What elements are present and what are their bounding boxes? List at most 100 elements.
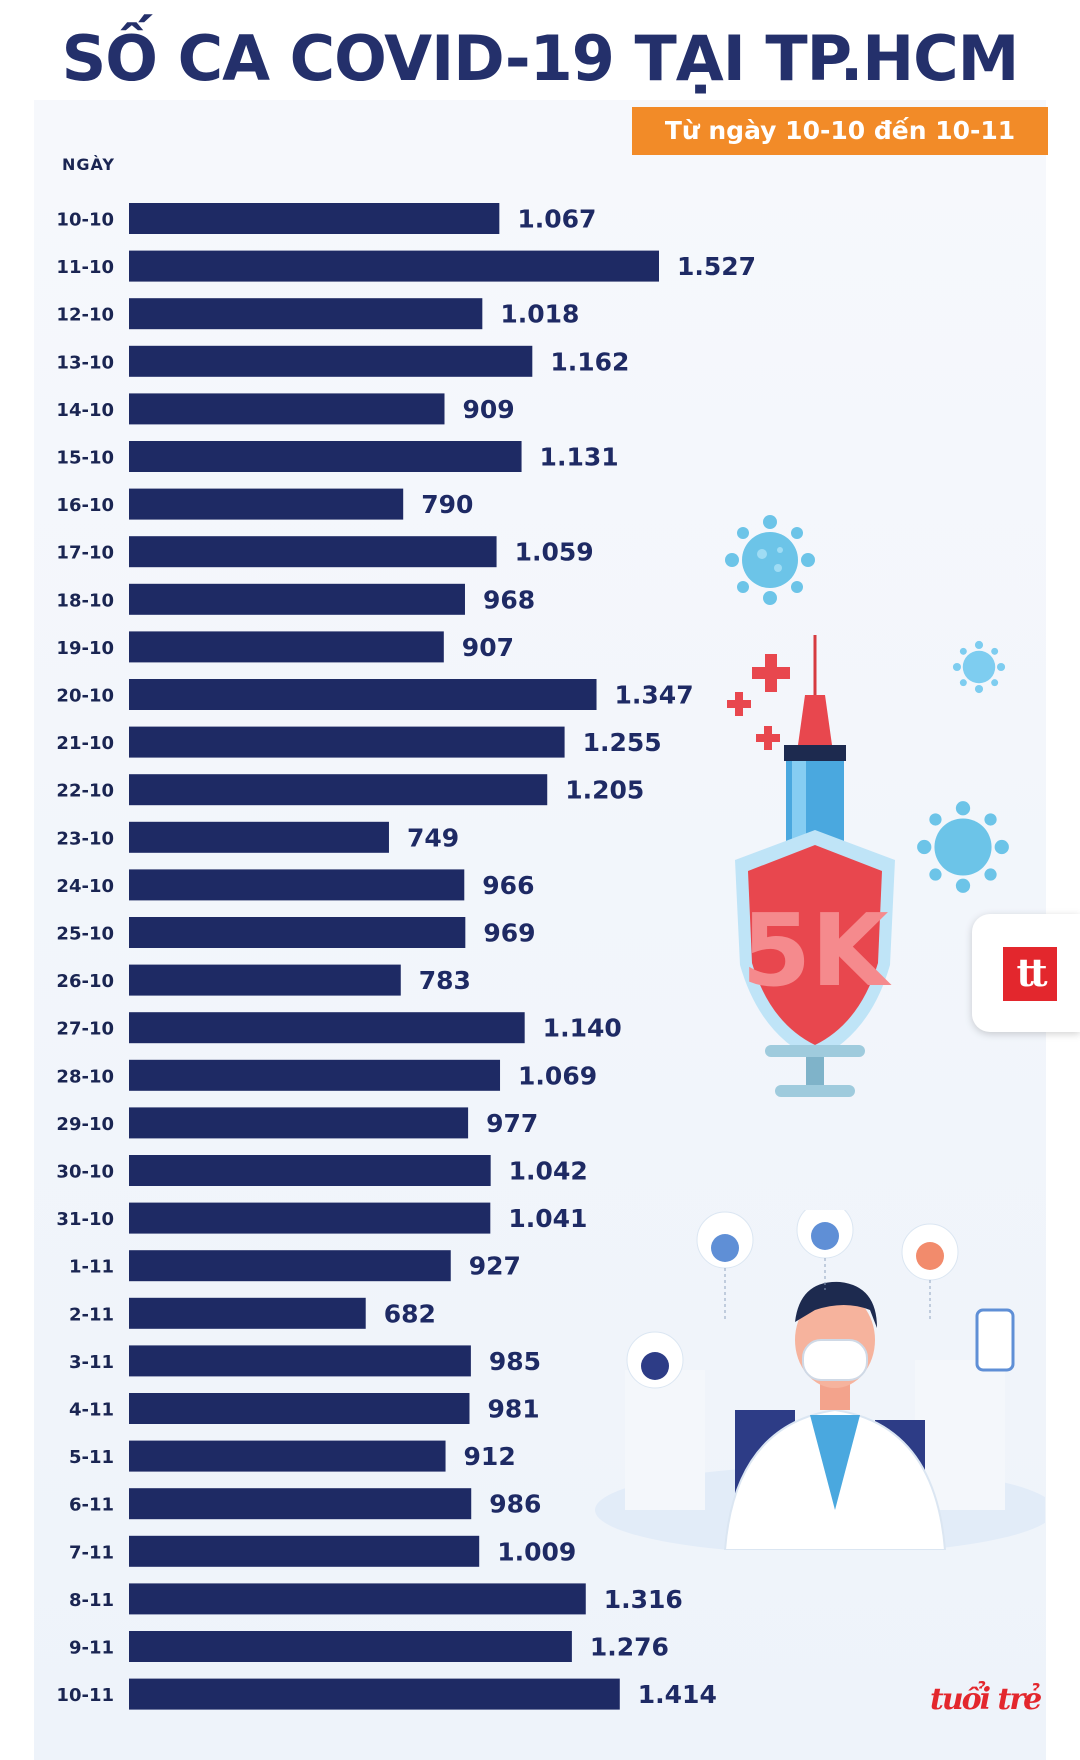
bar <box>129 1107 469 1139</box>
bar <box>129 1583 586 1615</box>
category-label: 18-10 <box>56 590 114 611</box>
shield-5k-text: 5K <box>741 892 892 1009</box>
value-label: 1.140 <box>543 1014 622 1043</box>
value-label: 1.316 <box>604 1585 683 1614</box>
bar <box>129 964 401 996</box>
bar <box>129 536 497 568</box>
category-label: 27-10 <box>56 1019 114 1040</box>
bar <box>129 298 483 330</box>
category-label: 16-10 <box>56 495 114 516</box>
category-label: 13-10 <box>56 352 114 373</box>
category-label: 19-10 <box>56 638 114 659</box>
value-label: 968 <box>483 585 535 614</box>
category-label: 14-10 <box>56 400 114 421</box>
tt-logo-badge[interactable]: tt <box>972 914 1080 1032</box>
bar <box>129 1202 491 1234</box>
category-label: 23-10 <box>56 828 114 849</box>
value-label: 907 <box>462 633 514 662</box>
value-label: 927 <box>469 1252 521 1281</box>
category-label: 9-11 <box>69 1638 114 1659</box>
bar <box>129 250 659 282</box>
category-label: 4-11 <box>69 1400 114 1421</box>
medical-cross-icons <box>727 654 790 750</box>
bar <box>129 917 466 948</box>
bar <box>129 1297 366 1329</box>
bar <box>129 1012 525 1044</box>
bar <box>129 203 500 234</box>
syringe-shield-icon: 5K <box>735 635 895 1097</box>
bar <box>129 1488 472 1520</box>
value-label: 682 <box>384 1299 436 1328</box>
value-label: 1.205 <box>565 776 644 805</box>
date-range-badge: Từ ngày 10-10 đến 10-11 <box>632 107 1048 155</box>
tt-logo: tt <box>1003 947 1057 1001</box>
category-label: 24-10 <box>56 876 114 897</box>
value-label: 966 <box>482 871 534 900</box>
category-label: 31-10 <box>56 1209 114 1230</box>
value-label: 985 <box>489 1347 541 1376</box>
category-label: 5-11 <box>69 1447 114 1468</box>
category-label: 30-10 <box>56 1162 114 1183</box>
category-label: 28-10 <box>56 1066 114 1087</box>
value-label: 986 <box>489 1490 541 1519</box>
bar <box>129 488 404 520</box>
bar <box>129 1393 470 1424</box>
value-label: 1.162 <box>550 347 629 376</box>
bar <box>129 1155 491 1186</box>
bar <box>129 1535 480 1567</box>
category-label: 15-10 <box>56 448 114 469</box>
category-label: 8-11 <box>69 1590 114 1611</box>
category-label: 21-10 <box>56 733 114 754</box>
value-label: 1.009 <box>497 1537 576 1566</box>
bar <box>129 1631 572 1662</box>
bar <box>129 1345 471 1377</box>
value-label: 1.414 <box>638 1680 717 1709</box>
category-label: 26-10 <box>56 971 114 992</box>
bar <box>129 583 465 615</box>
category-label: 20-10 <box>56 686 114 707</box>
bar <box>129 774 548 806</box>
virus-icon-right <box>917 801 1009 893</box>
value-label: 1.059 <box>515 538 594 567</box>
category-label: 3-11 <box>69 1352 114 1373</box>
category-label: 25-10 <box>56 924 114 945</box>
category-label: 12-10 <box>56 305 114 326</box>
page-title: SỐ CA COVID-19 TẠI TP.HCM <box>61 22 1020 95</box>
value-label: 783 <box>419 966 471 995</box>
bar <box>129 821 389 853</box>
category-label: 10-10 <box>56 210 114 231</box>
category-label: 2-11 <box>69 1304 114 1325</box>
category-label: 11-10 <box>56 257 114 278</box>
category-label: 22-10 <box>56 781 114 802</box>
value-label: 977 <box>486 1109 538 1138</box>
value-label: 1.067 <box>517 205 596 234</box>
bar <box>129 631 444 663</box>
bar <box>129 1678 620 1710</box>
value-label: 1.131 <box>540 443 619 472</box>
value-label: 1.527 <box>677 252 756 281</box>
virus-icon <box>725 515 815 605</box>
category-label: 29-10 <box>56 1114 114 1135</box>
bar <box>129 1059 501 1091</box>
bar <box>129 345 533 377</box>
tuoitre-brand-logo: tuổi trẻ <box>930 1682 1042 1717</box>
value-label: 1.042 <box>509 1157 588 1186</box>
y-axis-label: NGÀY <box>62 155 115 174</box>
value-label: 1.276 <box>590 1633 669 1662</box>
category-label: 1-11 <box>69 1257 114 1278</box>
category-label: 17-10 <box>56 543 114 564</box>
bar <box>129 679 597 710</box>
bar <box>129 393 445 425</box>
bar <box>129 726 565 758</box>
category-label: 10-11 <box>56 1685 114 1706</box>
value-label: 969 <box>483 919 535 948</box>
value-label: 1.018 <box>500 300 579 329</box>
bar <box>129 869 465 901</box>
value-label: 790 <box>421 490 473 519</box>
category-label: 6-11 <box>69 1495 114 1516</box>
value-label: 1.069 <box>518 1061 597 1090</box>
value-label: 1.041 <box>508 1204 587 1233</box>
value-label: 909 <box>463 395 515 424</box>
value-label: 1.347 <box>615 681 694 710</box>
